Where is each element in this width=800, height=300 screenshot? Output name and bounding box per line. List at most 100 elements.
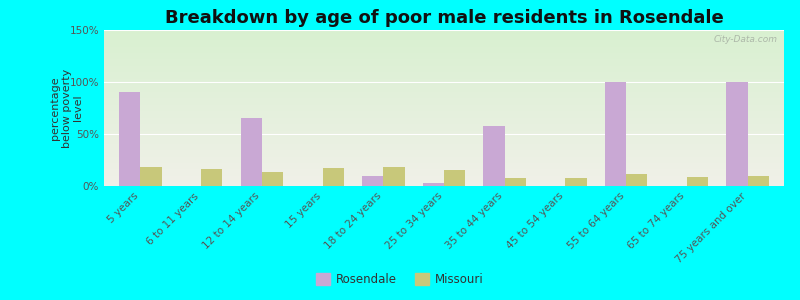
Bar [104, 165, 784, 166]
Bar [104, 104, 784, 105]
Bar [104, 125, 784, 126]
Bar [104, 103, 784, 104]
Bar [104, 61, 784, 62]
Bar [104, 171, 784, 172]
Bar [104, 182, 784, 183]
Bar [104, 116, 784, 117]
Bar [104, 124, 784, 125]
Bar [104, 98, 784, 99]
Bar [104, 87, 784, 88]
Bar [104, 41, 784, 42]
Bar [104, 67, 784, 68]
Bar [104, 169, 784, 170]
Bar [104, 93, 784, 94]
Bar [104, 134, 784, 135]
Bar [104, 142, 784, 143]
Bar [483, 126, 505, 186]
Bar [104, 118, 784, 119]
Bar [104, 108, 784, 109]
Bar [104, 88, 784, 89]
Bar [104, 32, 784, 33]
Bar [104, 34, 784, 35]
Bar [104, 30, 784, 31]
Bar [104, 147, 784, 148]
Bar [104, 52, 784, 53]
Bar [104, 185, 784, 186]
Bar [104, 173, 784, 174]
Bar [104, 36, 784, 37]
Title: Breakdown by age of poor male residents in Rosendale: Breakdown by age of poor male residents … [165, 9, 723, 27]
Bar [444, 170, 466, 186]
Bar [104, 148, 784, 149]
Bar [104, 97, 784, 98]
Bar [104, 35, 784, 36]
Bar [104, 177, 784, 178]
Bar [104, 90, 784, 91]
Bar [104, 123, 784, 124]
Bar [104, 146, 784, 147]
Bar [104, 63, 784, 64]
Bar [104, 94, 784, 95]
Bar [104, 181, 784, 182]
Bar [104, 95, 784, 96]
Bar [104, 39, 784, 40]
Bar [104, 66, 784, 67]
Bar [104, 126, 784, 127]
Bar [104, 48, 784, 49]
Bar [104, 167, 784, 168]
Bar [104, 89, 784, 90]
Bar [104, 56, 784, 57]
Bar [104, 158, 784, 159]
Bar [104, 64, 784, 65]
Bar [104, 84, 784, 85]
Bar [104, 58, 784, 59]
Bar [104, 62, 784, 63]
Bar [104, 101, 784, 102]
Bar [104, 44, 784, 45]
Bar [104, 159, 784, 160]
Bar [104, 113, 784, 114]
Bar [104, 83, 784, 84]
Bar [104, 168, 784, 169]
Bar [104, 183, 784, 184]
Bar [104, 68, 784, 69]
Bar [104, 153, 784, 154]
Bar [505, 178, 526, 186]
Bar [726, 82, 747, 186]
Bar [104, 31, 784, 32]
Bar [104, 54, 784, 55]
Bar [104, 100, 784, 101]
Bar [104, 73, 784, 74]
Bar [104, 149, 784, 150]
Bar [104, 178, 784, 179]
Bar [104, 141, 784, 142]
Bar [104, 105, 784, 106]
Y-axis label: percentage
below poverty
level: percentage below poverty level [50, 68, 83, 148]
Bar [104, 133, 784, 134]
Bar [104, 69, 784, 70]
Bar [104, 122, 784, 123]
Bar [104, 109, 784, 110]
Bar [104, 86, 784, 87]
Bar [104, 102, 784, 103]
Bar [104, 59, 784, 60]
Bar [104, 145, 784, 146]
Bar [362, 176, 383, 186]
Bar [104, 166, 784, 167]
Bar [104, 72, 784, 73]
Bar [104, 78, 784, 79]
Bar [104, 176, 784, 177]
Bar [104, 143, 784, 144]
Bar [104, 110, 784, 111]
Bar [104, 164, 784, 165]
Bar [104, 106, 784, 107]
Bar [104, 40, 784, 41]
Bar [104, 53, 784, 54]
Bar [104, 65, 784, 66]
Bar [104, 57, 784, 58]
Bar [104, 138, 784, 139]
Legend: Rosendale, Missouri: Rosendale, Missouri [311, 268, 489, 291]
Bar [104, 81, 784, 82]
Bar [104, 162, 784, 163]
Bar [104, 115, 784, 116]
